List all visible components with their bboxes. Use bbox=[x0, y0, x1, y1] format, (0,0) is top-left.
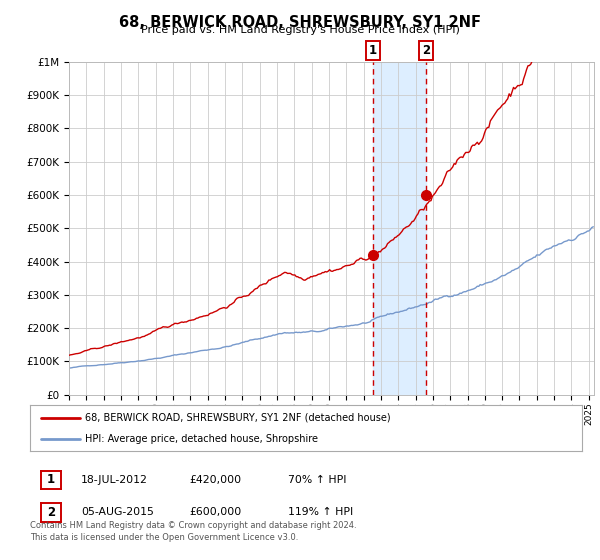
Text: £600,000: £600,000 bbox=[189, 507, 241, 517]
Text: £420,000: £420,000 bbox=[189, 475, 241, 485]
Bar bbox=[373, 62, 426, 395]
Text: 1: 1 bbox=[369, 44, 377, 58]
Text: 1: 1 bbox=[47, 473, 55, 487]
Text: 119% ↑ HPI: 119% ↑ HPI bbox=[288, 507, 353, 517]
Text: 68, BERWICK ROAD, SHREWSBURY, SY1 2NF (detached house): 68, BERWICK ROAD, SHREWSBURY, SY1 2NF (d… bbox=[85, 413, 391, 423]
Text: 70% ↑ HPI: 70% ↑ HPI bbox=[288, 475, 347, 485]
Text: 2: 2 bbox=[47, 506, 55, 519]
Text: Price paid vs. HM Land Registry's House Price Index (HPI): Price paid vs. HM Land Registry's House … bbox=[140, 25, 460, 35]
Text: 2: 2 bbox=[422, 44, 430, 58]
Text: 68, BERWICK ROAD, SHREWSBURY, SY1 2NF: 68, BERWICK ROAD, SHREWSBURY, SY1 2NF bbox=[119, 15, 481, 30]
Text: 18-JUL-2012: 18-JUL-2012 bbox=[81, 475, 148, 485]
Text: 05-AUG-2015: 05-AUG-2015 bbox=[81, 507, 154, 517]
Text: Contains HM Land Registry data © Crown copyright and database right 2024.
This d: Contains HM Land Registry data © Crown c… bbox=[30, 521, 356, 542]
Text: HPI: Average price, detached house, Shropshire: HPI: Average price, detached house, Shro… bbox=[85, 434, 318, 444]
